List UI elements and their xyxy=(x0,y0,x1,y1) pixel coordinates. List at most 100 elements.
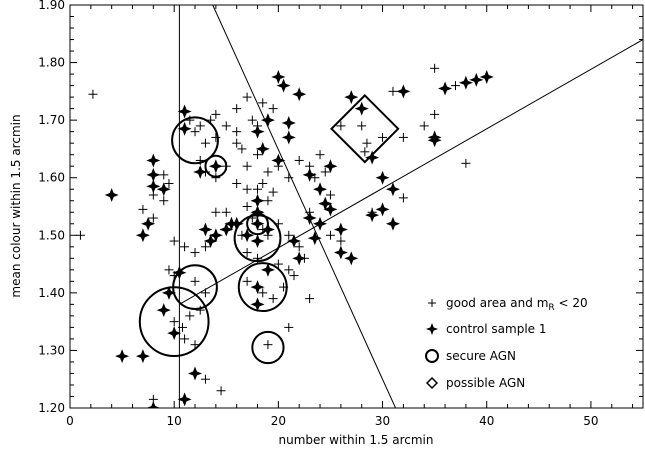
plus-point xyxy=(268,187,278,197)
plus-point xyxy=(211,132,221,142)
plus-point xyxy=(88,89,98,99)
agn-circle xyxy=(204,154,228,178)
star-point xyxy=(240,228,255,243)
star-point xyxy=(250,193,265,208)
plus-point xyxy=(242,161,252,171)
y-tick-label: 1.70 xyxy=(38,113,65,127)
series-plus xyxy=(75,63,471,404)
plus-point xyxy=(258,98,268,108)
star-point xyxy=(365,150,380,165)
star-point xyxy=(156,303,171,318)
star-point xyxy=(203,234,218,249)
star-point xyxy=(135,349,150,364)
star-point xyxy=(255,141,270,156)
legend-label: good area and mR < 20 xyxy=(446,296,588,313)
plus-point xyxy=(315,150,325,160)
plus-point xyxy=(159,170,169,180)
y-tick-label: 1.50 xyxy=(38,228,65,242)
star-point xyxy=(208,159,223,174)
star-point xyxy=(156,182,171,197)
plus-point xyxy=(232,127,242,137)
plus-point xyxy=(357,121,367,131)
star-point xyxy=(146,179,161,194)
star-point xyxy=(292,87,307,102)
axes: 0 10 20 30 40 50 1.20 1.30 1.40 1.50 1.60 1.70 1.80 1… xyxy=(38,0,643,428)
plus-point xyxy=(164,178,174,188)
agn-circle xyxy=(237,262,288,313)
agn-circle xyxy=(246,212,269,236)
plus-point xyxy=(398,132,408,142)
star-point xyxy=(250,124,265,139)
plus-point xyxy=(461,158,471,168)
plus-point xyxy=(242,92,252,102)
star-point xyxy=(307,231,322,246)
y-tick-label: 1.80 xyxy=(38,56,65,70)
plus-point xyxy=(200,138,210,148)
plus-point xyxy=(148,213,158,223)
plus-point xyxy=(200,288,210,298)
plus-point xyxy=(263,196,273,206)
x-tick-label: 0 xyxy=(66,414,74,428)
x-axis-title: number within 1.5 arcmin xyxy=(278,433,433,447)
star-point xyxy=(438,81,453,96)
steep-cut-line xyxy=(212,5,397,408)
plus-point xyxy=(221,121,231,131)
plus-point xyxy=(253,150,263,160)
y-tick-label: 1.20 xyxy=(38,401,65,415)
star-point xyxy=(333,222,348,237)
star-point xyxy=(250,216,265,231)
plus-point xyxy=(200,242,210,252)
legend-label: possible AGN xyxy=(446,376,525,390)
star-point xyxy=(177,121,192,136)
plus-point xyxy=(378,132,388,142)
plus-point xyxy=(232,178,242,188)
plus-point xyxy=(159,196,169,206)
legend-label: secure AGN xyxy=(446,349,516,363)
plus-point xyxy=(237,144,247,154)
star-point xyxy=(318,196,333,211)
star-point xyxy=(333,245,348,260)
star-point xyxy=(198,222,213,237)
agn-circle xyxy=(138,286,210,358)
star-point xyxy=(161,285,176,300)
legend-plus-icon xyxy=(428,299,436,307)
star-point xyxy=(375,202,390,217)
agn-circle xyxy=(172,264,218,310)
star-point xyxy=(104,187,119,202)
plus-point xyxy=(216,386,226,396)
plus-point xyxy=(232,104,242,114)
plus-point xyxy=(336,121,346,131)
plus-point xyxy=(419,121,429,131)
plus-point xyxy=(242,184,252,194)
plus-point xyxy=(430,63,440,73)
plus-point xyxy=(211,207,221,217)
star-point xyxy=(313,182,328,197)
plus-point xyxy=(273,259,283,269)
star-point xyxy=(292,251,307,266)
star-point xyxy=(302,167,317,182)
legend-entry: possible AGN xyxy=(425,376,525,390)
star-point xyxy=(385,216,400,231)
plus-point xyxy=(253,184,263,194)
y-tick-label: 1.40 xyxy=(38,286,65,300)
plus-point xyxy=(190,340,200,350)
plus-point xyxy=(268,104,278,114)
plus-point xyxy=(180,334,190,344)
plus-point xyxy=(232,138,242,148)
plus-point xyxy=(336,236,346,246)
plus-point xyxy=(258,178,268,188)
agn-circle xyxy=(171,116,219,165)
y-tick-label: 1.90 xyxy=(38,0,65,12)
legend: good area and mR < 20 control sample 1 sec… xyxy=(425,296,588,390)
star-point xyxy=(323,159,338,174)
star-point xyxy=(146,167,161,182)
plus-point xyxy=(221,207,231,217)
plus-point xyxy=(305,294,315,304)
plus-point xyxy=(360,147,370,157)
legend-entry: control sample 1 xyxy=(426,322,547,336)
plus-point xyxy=(169,236,179,246)
star-point xyxy=(286,234,301,249)
series-diamond xyxy=(330,94,400,164)
plus-point xyxy=(138,204,148,214)
